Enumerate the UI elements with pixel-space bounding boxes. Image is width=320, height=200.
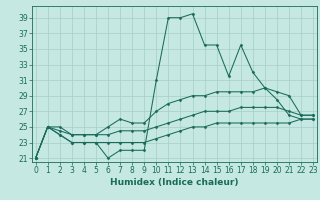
- X-axis label: Humidex (Indice chaleur): Humidex (Indice chaleur): [110, 178, 239, 187]
